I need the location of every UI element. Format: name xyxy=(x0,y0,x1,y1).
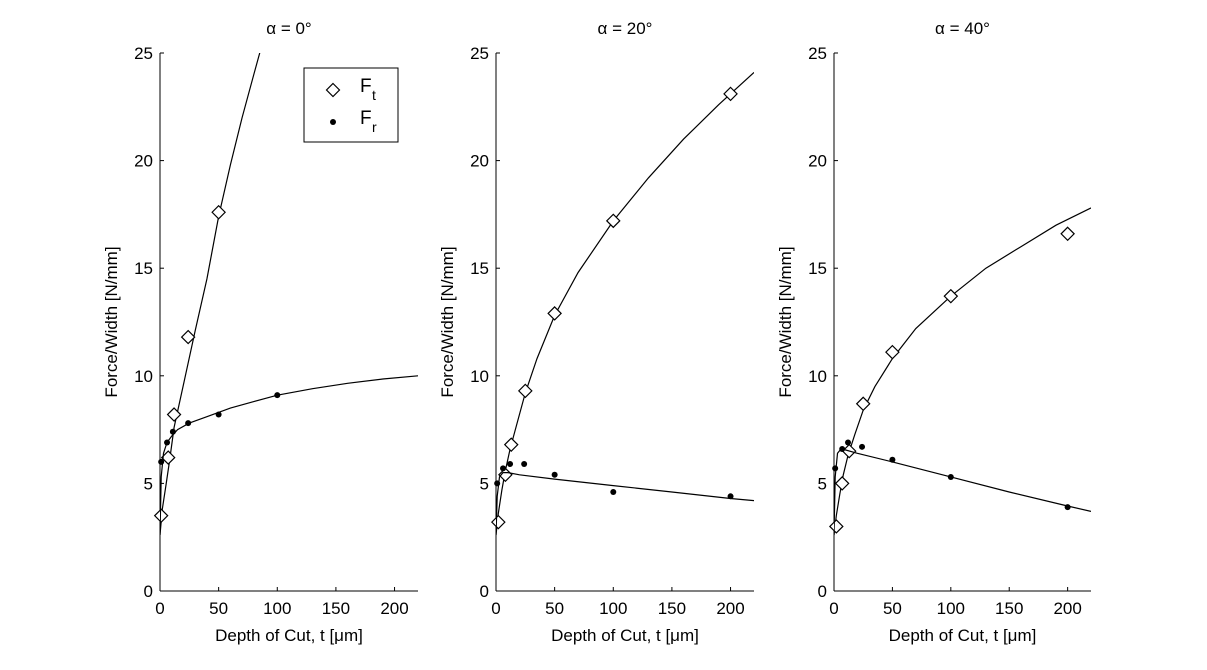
x-tick-label: 50 xyxy=(883,599,902,618)
chart-panel-1: 0 5 10 15 20 25 0 50 100 150 200 α = 0° Depth of Cut… xyxy=(102,19,418,645)
data-point-ft xyxy=(547,306,562,321)
data-point-fr xyxy=(727,493,734,500)
y-tick-label: 0 xyxy=(480,582,489,601)
y-tick-label: 20 xyxy=(470,152,489,171)
y-tick-label: 10 xyxy=(134,367,153,386)
x-tick-label: 150 xyxy=(322,599,350,618)
data-point-ft xyxy=(855,396,871,412)
fit-line-fr xyxy=(834,448,1091,536)
data-point-fr xyxy=(889,456,896,463)
y-axis-label: Force/Width [N/mm] xyxy=(102,246,121,397)
chart-panel-3: 0 5 10 15 20 25 0 50 100 150 200 α = 40° Depth of Cu… xyxy=(776,19,1091,645)
data-point-ft xyxy=(166,407,182,422)
x-axis-label: Depth of Cut, t [μm] xyxy=(551,626,699,645)
x-tick-label: 0 xyxy=(491,599,500,618)
x-tick-label: 50 xyxy=(545,599,564,618)
data-point-fr xyxy=(845,439,852,446)
data-point-fr xyxy=(169,428,176,435)
fit-line-ft xyxy=(496,71,754,536)
data-point-fr xyxy=(551,471,558,478)
legend-box xyxy=(303,67,399,143)
y-tick-label: 20 xyxy=(134,152,153,171)
y-tick-label: 5 xyxy=(480,474,489,493)
data-point-ft xyxy=(490,514,506,530)
legend-marker-diamond xyxy=(325,82,341,98)
chart-panel-2: 0 5 10 15 20 25 0 50 100 150 200 α = 20° Depth of Cu… xyxy=(438,19,754,645)
data-point-fr xyxy=(500,465,507,472)
y-tick-label: 10 xyxy=(808,367,827,386)
data-point-fr xyxy=(274,392,281,399)
x-tick-label: 0 xyxy=(829,599,838,618)
data-point-ft xyxy=(180,329,196,345)
fit-line-fr xyxy=(496,472,754,536)
y-tick-label: 25 xyxy=(808,44,827,63)
legend-label-subscript: t xyxy=(372,87,376,103)
data-point-ft xyxy=(1060,226,1075,242)
x-tick-label: 150 xyxy=(995,599,1023,618)
x-axis-label: Depth of Cut, t [μm] xyxy=(889,626,1037,645)
x-tick-label: 200 xyxy=(716,599,744,618)
data-point-fr xyxy=(832,465,839,472)
x-tick-label: 50 xyxy=(209,599,228,618)
y-tick-label: 15 xyxy=(808,259,827,278)
data-point-fr xyxy=(185,420,192,427)
y-tick-label: 0 xyxy=(818,582,827,601)
data-point-fr xyxy=(521,461,528,468)
data-point-ft xyxy=(723,86,738,102)
data-point-ft xyxy=(828,519,844,534)
y-tick-label: 5 xyxy=(144,474,153,493)
data-point-ft xyxy=(517,383,533,399)
y-tick-label: 25 xyxy=(134,44,153,63)
data-point-ft xyxy=(943,288,959,304)
legend-label-subscript: r xyxy=(372,119,377,135)
x-tick-label: 100 xyxy=(263,599,291,618)
legend-label: F xyxy=(360,108,372,129)
fit-line-ft xyxy=(834,207,1091,536)
data-point-fr xyxy=(839,445,846,452)
data-point-ft xyxy=(885,344,900,360)
data-point-fr xyxy=(859,443,866,450)
data-point-fr xyxy=(947,473,954,480)
x-tick-label: 150 xyxy=(658,599,686,618)
y-tick-label: 25 xyxy=(470,44,489,63)
x-tick-label: 200 xyxy=(1053,599,1081,618)
y-axis-label: Force/Width [N/mm] xyxy=(776,246,795,397)
fit-line-ft xyxy=(160,53,261,536)
legend-label: F xyxy=(360,76,372,97)
x-tick-label: 200 xyxy=(380,599,408,618)
y-tick-label: 20 xyxy=(808,152,827,171)
data-point-ft xyxy=(605,213,621,229)
y-tick-label: 10 xyxy=(470,367,489,386)
data-point-fr xyxy=(1064,504,1071,511)
data-point-fr xyxy=(494,480,501,487)
x-tick-label: 100 xyxy=(937,599,965,618)
panel-title: α = 0° xyxy=(266,19,311,38)
y-tick-label: 0 xyxy=(144,582,153,601)
x-tick-label: 0 xyxy=(155,599,164,618)
data-point-fr xyxy=(158,458,165,465)
data-point-ft xyxy=(153,508,169,524)
y-tick-label: 15 xyxy=(470,259,489,278)
data-point-ft xyxy=(834,476,850,491)
panel-title: α = 40° xyxy=(935,19,990,38)
data-point-ft xyxy=(211,204,226,220)
data-point-fr xyxy=(610,489,617,496)
panel-title: α = 20° xyxy=(598,19,653,38)
data-point-ft xyxy=(503,437,519,453)
legend-marker-dot xyxy=(330,119,336,125)
fit-line-fr xyxy=(160,375,418,536)
data-point-fr xyxy=(164,439,171,446)
y-tick-label: 15 xyxy=(134,259,153,278)
data-point-fr xyxy=(215,411,222,418)
y-axis-label: Force/Width [N/mm] xyxy=(438,246,457,397)
x-axis-label: Depth of Cut, t [μm] xyxy=(215,626,363,645)
x-tick-label: 100 xyxy=(599,599,627,618)
data-point-fr xyxy=(507,461,514,468)
y-tick-label: 5 xyxy=(818,474,827,493)
